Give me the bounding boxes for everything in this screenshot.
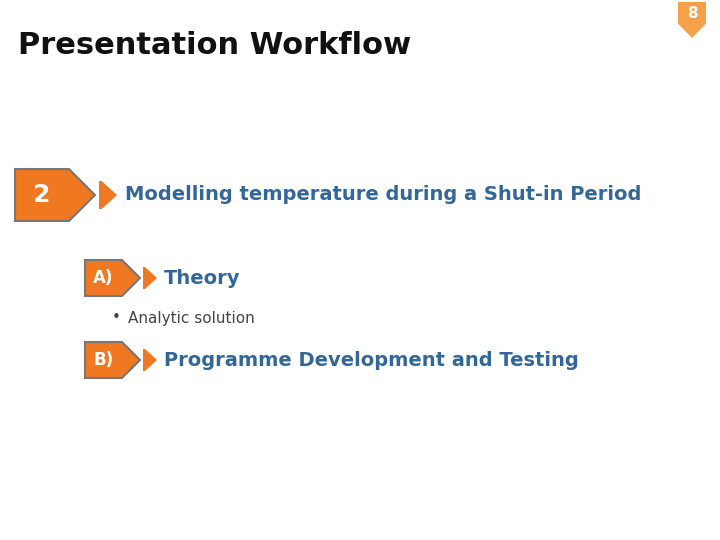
Text: B): B) (94, 351, 114, 369)
Polygon shape (85, 342, 140, 378)
Text: 8: 8 (687, 6, 697, 22)
Text: Theory: Theory (164, 268, 240, 287)
Text: 2: 2 (33, 183, 50, 207)
Text: •: • (112, 310, 121, 326)
Polygon shape (678, 2, 706, 38)
Text: Presentation Workflow: Presentation Workflow (18, 30, 411, 59)
Text: A): A) (94, 269, 114, 287)
Text: Analytic solution: Analytic solution (128, 310, 255, 326)
Polygon shape (143, 267, 157, 289)
Polygon shape (99, 181, 117, 209)
Polygon shape (85, 260, 140, 296)
Text: Programme Development and Testing: Programme Development and Testing (164, 350, 579, 369)
Polygon shape (15, 169, 95, 221)
Text: Modelling temperature during a Shut-in Period: Modelling temperature during a Shut-in P… (125, 186, 642, 205)
Polygon shape (143, 349, 157, 371)
